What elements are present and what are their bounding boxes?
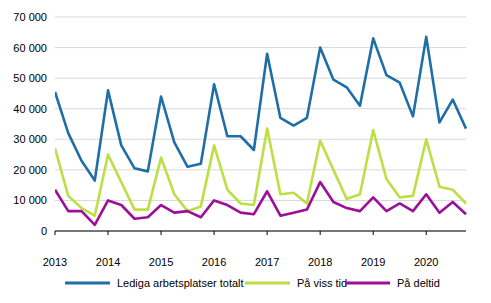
x-tick bbox=[267, 231, 268, 235]
legend: Lediga arbetsplatser totalt På viss tid På… bbox=[65, 277, 440, 289]
grid-line bbox=[55, 47, 466, 48]
y-tick-label: 0 bbox=[41, 225, 47, 237]
x-tick bbox=[161, 231, 162, 235]
grid-line bbox=[55, 78, 466, 79]
legend-swatch bbox=[65, 282, 110, 285]
y-tick-label: 60 000 bbox=[13, 42, 47, 54]
y-tick-label: 40 000 bbox=[13, 103, 47, 115]
legend-label: Lediga arbetsplatser totalt bbox=[117, 277, 244, 289]
x-tick-label: 2019 bbox=[361, 256, 385, 268]
x-tick bbox=[373, 231, 374, 235]
x-tick-label: 2015 bbox=[149, 256, 173, 268]
x-tick-label: 2020 bbox=[414, 256, 438, 268]
x-tick-label: 2018 bbox=[308, 256, 332, 268]
x-tick bbox=[320, 231, 321, 235]
chart: 0 10 000 20 000 30 000 40 000 50 000 60 000 70 … bbox=[0, 0, 491, 303]
x-tick bbox=[426, 231, 427, 235]
legend-label: På deltid bbox=[397, 277, 440, 289]
grid-line bbox=[55, 139, 466, 140]
y-tick-label: 30 000 bbox=[13, 133, 47, 145]
y-tick-label: 50 000 bbox=[13, 72, 47, 84]
grid-line bbox=[55, 231, 466, 232]
grid-line bbox=[55, 17, 466, 18]
y-tick-label: 10 000 bbox=[13, 194, 47, 206]
legend-swatch bbox=[345, 282, 390, 285]
x-tick-label: 2014 bbox=[96, 256, 120, 268]
x-tick-label: 2013 bbox=[43, 256, 67, 268]
y-tick-label: 20 000 bbox=[13, 164, 47, 176]
y-tick-label: 70 000 bbox=[13, 11, 47, 23]
x-tick bbox=[214, 231, 215, 235]
series-group bbox=[55, 37, 466, 225]
x-tick-label: 2017 bbox=[255, 256, 279, 268]
series-line bbox=[55, 37, 466, 181]
x-tick bbox=[108, 231, 109, 235]
legend-label: På viss tid bbox=[297, 277, 347, 289]
series-line bbox=[55, 182, 466, 225]
x-tick bbox=[55, 231, 56, 235]
legend-swatch bbox=[245, 282, 290, 285]
x-axis-line bbox=[55, 231, 466, 232]
x-tick-label: 2016 bbox=[202, 256, 226, 268]
